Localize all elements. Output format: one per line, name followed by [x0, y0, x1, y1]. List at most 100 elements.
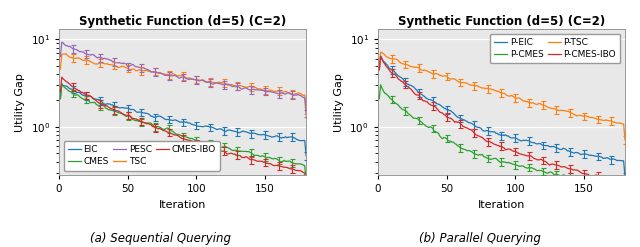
CMES-IBO — [56, 90, 64, 93]
Line: CMES: CMES — [60, 84, 306, 181]
CMES-IBO — [296, 169, 303, 172]
TSC — [109, 63, 116, 66]
CMES-IBO — [151, 126, 159, 129]
P-EIC — [381, 61, 388, 64]
P-CMES — [381, 92, 388, 95]
PESC — [296, 94, 303, 97]
CMES-IBO — [276, 165, 284, 168]
PESC — [151, 71, 159, 74]
TSC — [151, 70, 159, 73]
P-CMES — [428, 126, 435, 129]
P-EIC — [428, 99, 435, 102]
Line: P-CMES: P-CMES — [380, 85, 625, 203]
X-axis label: Iteration: Iteration — [159, 200, 206, 210]
PESC — [87, 54, 95, 57]
PESC — [62, 44, 70, 47]
TSC — [296, 92, 303, 95]
EIC — [151, 116, 159, 119]
Text: (b) Parallel Querying: (b) Parallel Querying — [419, 231, 541, 245]
P-TSC — [621, 138, 629, 141]
P-TSC — [406, 64, 413, 67]
P-TSC — [470, 84, 478, 87]
P-CMES — [376, 97, 383, 100]
TSC — [87, 60, 95, 63]
CMES-IBO — [62, 80, 70, 83]
EIC — [62, 84, 70, 87]
PESC — [109, 60, 116, 63]
P-TSC — [595, 118, 603, 121]
P-CMES-IBO — [428, 104, 435, 107]
Text: (a) Sequential Querying: (a) Sequential Querying — [90, 231, 230, 245]
EIC — [302, 154, 310, 157]
CMES-IBO — [87, 95, 95, 98]
Line: PESC: PESC — [60, 42, 306, 113]
CMES — [58, 82, 66, 85]
EIC — [87, 95, 95, 98]
P-TSC — [377, 51, 385, 54]
P-CMES-IBO — [381, 62, 388, 65]
CMES — [62, 87, 70, 90]
P-EIC — [470, 124, 478, 126]
P-CMES-IBO — [470, 131, 478, 134]
P-EIC — [595, 155, 603, 158]
PESC — [302, 112, 310, 115]
PESC — [56, 55, 64, 58]
Y-axis label: Utility Gap: Utility Gap — [334, 73, 344, 132]
TSC — [61, 53, 68, 56]
CMES-IBO — [58, 76, 66, 79]
EIC — [296, 139, 303, 142]
P-CMES-IBO — [376, 68, 383, 71]
PESC — [58, 41, 66, 44]
Line: TSC: TSC — [60, 54, 306, 110]
EIC — [58, 82, 66, 85]
P-EIC — [621, 175, 629, 178]
Title: Synthetic Function (d=5) (C=2): Synthetic Function (d=5) (C=2) — [398, 15, 605, 28]
CMES — [302, 180, 310, 183]
Y-axis label: Utility Gap: Utility Gap — [15, 73, 25, 132]
P-TSC — [376, 65, 383, 68]
P-TSC — [381, 53, 388, 56]
Line: P-TSC: P-TSC — [380, 52, 625, 140]
P-CMES — [406, 113, 413, 116]
CMES-IBO — [109, 107, 116, 110]
P-CMES — [377, 83, 385, 86]
PESC — [276, 92, 284, 95]
P-EIC — [377, 54, 385, 57]
P-CMES-IBO — [595, 175, 603, 178]
EIC — [56, 97, 64, 100]
P-CMES — [621, 202, 629, 205]
Title: Synthetic Function (d=5) (C=2): Synthetic Function (d=5) (C=2) — [79, 15, 286, 28]
EIC — [109, 103, 116, 106]
CMES — [296, 162, 303, 165]
P-CMES-IBO — [377, 55, 385, 58]
EIC — [276, 136, 284, 139]
P-CMES-IBO — [406, 87, 413, 90]
Legend: EIC, CMES, PESC, TSC, CMES-IBO: EIC, CMES, PESC, TSC, CMES-IBO — [63, 141, 220, 171]
P-EIC — [406, 84, 413, 87]
Line: P-CMES-IBO: P-CMES-IBO — [380, 56, 625, 200]
P-CMES — [595, 181, 603, 184]
P-CMES — [614, 185, 622, 188]
P-TSC — [614, 121, 622, 124]
P-CMES-IBO — [621, 198, 629, 201]
X-axis label: Iteration: Iteration — [478, 200, 525, 210]
CMES — [56, 97, 64, 100]
CMES — [151, 125, 159, 128]
Line: EIC: EIC — [60, 84, 306, 156]
Legend: P-EIC, P-CMES, P-TSC, P-CMES-IBO: P-EIC, P-CMES, P-TSC, P-CMES-IBO — [490, 34, 621, 63]
CMES — [276, 160, 284, 163]
P-EIC — [614, 159, 622, 162]
TSC — [56, 68, 64, 71]
TSC — [276, 90, 284, 93]
TSC — [62, 52, 70, 55]
P-EIC — [376, 68, 383, 71]
CMES — [87, 101, 95, 104]
Line: CMES-IBO: CMES-IBO — [60, 77, 306, 188]
P-TSC — [428, 72, 435, 75]
CMES — [109, 109, 116, 112]
Line: P-EIC: P-EIC — [380, 56, 625, 177]
P-CMES — [470, 152, 478, 155]
CMES-IBO — [302, 187, 310, 190]
TSC — [302, 109, 310, 112]
P-CMES-IBO — [614, 180, 622, 183]
